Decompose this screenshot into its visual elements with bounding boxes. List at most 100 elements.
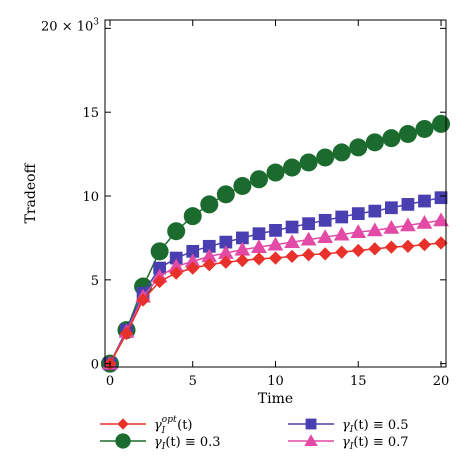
legend-label: γI(t) ≡ 0.7: [342, 435, 409, 452]
data-point: [219, 255, 233, 269]
data-point: [316, 148, 335, 167]
data-point: [335, 210, 349, 224]
data-point: [366, 222, 383, 237]
data-point: [167, 222, 186, 241]
data-point: [150, 242, 169, 261]
data-point: [283, 158, 302, 177]
legend-marker: [117, 418, 129, 430]
axes: 0 5 10 15 20 0 5 10 15 20 × 103 Time Tradeoff: [23, 17, 449, 407]
data-point: [301, 248, 316, 262]
data-point: [318, 247, 332, 261]
data-point: [249, 170, 268, 189]
legend-item: γI(t) ≡ 0.7: [288, 434, 409, 452]
data-point: [302, 217, 315, 231]
data-point: [350, 224, 367, 238]
x-tick-label: 10: [267, 374, 284, 389]
data-point: [184, 253, 201, 268]
data-point: [335, 245, 349, 259]
legend-label: γopt I (t): [154, 415, 193, 436]
legend-item: γopt I (t): [100, 415, 193, 436]
data-point: [433, 212, 449, 227]
data-point: [234, 241, 251, 256]
data-point: [400, 217, 416, 232]
data-point: [401, 198, 415, 211]
y-tick-label: 0: [91, 358, 99, 373]
legend-marker: [115, 433, 131, 449]
data-point: [365, 133, 384, 152]
x-axis-title: Time: [258, 391, 293, 407]
data-point: [119, 326, 134, 341]
x-tick-label: 0: [106, 374, 114, 389]
data-point: [299, 153, 318, 172]
legend-label: γI(t) ≡ 0.5: [342, 418, 409, 435]
data-point: [332, 143, 351, 162]
data-point: [168, 258, 185, 273]
series-diamond: [103, 236, 448, 371]
legend-item: γI(t) ≡ 0.5: [288, 418, 409, 435]
data-point: [434, 191, 448, 205]
data-point: [235, 253, 250, 268]
data-point: [152, 274, 167, 289]
data-point: [382, 129, 401, 148]
legend-label: γI(t) ≡ 0.3: [154, 435, 221, 452]
x-tick-label: 5: [189, 374, 197, 389]
data-point: [383, 219, 400, 234]
data-point: [415, 119, 434, 138]
data-point: [236, 231, 249, 245]
data-point: [186, 261, 200, 275]
data-point: [202, 258, 216, 272]
data-point: [417, 237, 432, 252]
series-circle: [100, 114, 451, 373]
x-tick-label: 20: [433, 374, 450, 389]
data-point: [351, 243, 365, 258]
data-point: [251, 239, 267, 254]
data-point: [202, 239, 216, 253]
legend-item: γI(t) ≡ 0.3: [100, 433, 221, 452]
data-point: [200, 195, 219, 214]
data-point: [201, 248, 218, 263]
data-point: [136, 293, 150, 307]
legend: γopt I (t)γI(t) ≡ 0.3 γI(t) ≡ 0.5γI(t) ≡ 0.…: [100, 415, 409, 452]
data-point: [317, 229, 334, 243]
y-tick-label: 15: [82, 106, 99, 121]
y-tick-label: 5: [91, 274, 99, 289]
data-point: [384, 201, 398, 215]
data-point: [268, 251, 283, 265]
data-point: [266, 163, 285, 182]
data-point: [333, 226, 350, 241]
y-axis-title: Tradeoff: [23, 162, 39, 223]
data-point: [349, 138, 368, 157]
data-point: [401, 239, 415, 253]
data-point: [186, 244, 200, 258]
data-point: [418, 194, 431, 208]
data-point: [153, 261, 167, 275]
data-point: [318, 213, 332, 227]
data-point: [219, 235, 233, 249]
data-point: [384, 240, 399, 254]
plot-frame: [104, 19, 447, 368]
data-point: [416, 214, 433, 229]
data-point: [269, 224, 282, 237]
legend-marker: [305, 418, 317, 430]
data-point: [183, 207, 202, 226]
data-point: [285, 220, 299, 234]
data-point: [300, 231, 317, 246]
plot-area: [100, 114, 451, 373]
data-point: [284, 234, 300, 249]
data-point: [368, 242, 382, 256]
data-point: [252, 252, 266, 266]
data-point: [434, 236, 448, 250]
data-point: [233, 176, 252, 195]
data-point: [351, 207, 365, 220]
y-tick-label: 10: [82, 190, 99, 205]
data-point: [217, 245, 234, 259]
data-point: [169, 251, 183, 265]
data-point: [285, 249, 299, 264]
data-point: [267, 236, 284, 251]
legend-marker: [304, 434, 318, 447]
data-point: [252, 227, 266, 241]
data-point: [432, 114, 451, 133]
data-point: [216, 185, 235, 204]
x-tick-label: 15: [350, 374, 367, 389]
